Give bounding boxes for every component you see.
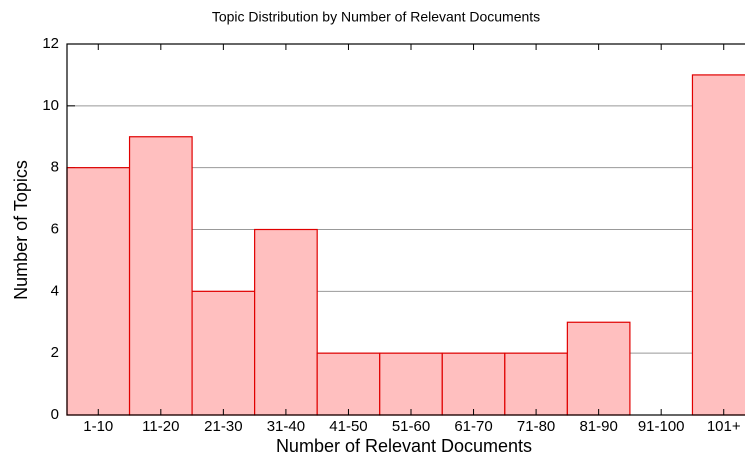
x-tick-label: 71-80 <box>517 418 555 435</box>
y-tick-label: 6 <box>51 220 59 237</box>
x-tick-label: 91-100 <box>638 418 685 435</box>
plot-frame <box>66 43 745 416</box>
x-tick-label: 61-70 <box>454 418 492 435</box>
bar <box>691 74 745 416</box>
bar <box>66 167 131 416</box>
x-tick-label: 81-90 <box>579 418 617 435</box>
chart-title: Topic Distribution by Number of Relevant… <box>212 9 540 25</box>
x-tick-label: 101+ <box>707 418 741 435</box>
y-tick-label: 8 <box>51 159 59 176</box>
x-tick-label: 51-60 <box>392 418 430 435</box>
bar <box>316 352 381 416</box>
x-tick-label: 21-30 <box>204 418 242 435</box>
bar <box>191 290 256 416</box>
bar <box>504 352 568 416</box>
y-tick-label: 4 <box>51 282 59 299</box>
y-tick-label: 0 <box>51 406 59 423</box>
x-tick-label: 1-10 <box>83 418 113 435</box>
bar <box>128 136 193 416</box>
y-tick-label: 2 <box>51 344 59 361</box>
x-axis-label: Number of Relevant Documents <box>276 436 532 456</box>
x-tick-label: 31-40 <box>267 418 305 435</box>
bar <box>379 352 443 416</box>
y-tick-label: 12 <box>42 35 59 52</box>
bar <box>566 321 631 416</box>
bar <box>441 352 506 416</box>
x-tick-label: 41-50 <box>329 418 367 435</box>
bar <box>254 228 318 416</box>
y-tick-label: 10 <box>42 97 59 114</box>
y-axis-label: Number of Topics <box>11 160 31 300</box>
x-tick-label: 11-20 <box>142 418 179 435</box>
